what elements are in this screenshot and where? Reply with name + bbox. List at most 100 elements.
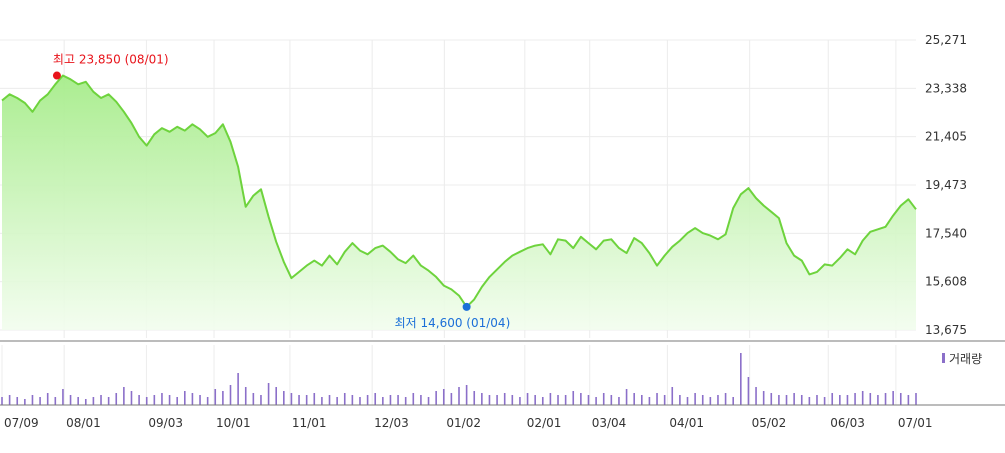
y-tick-label: 25,271 xyxy=(925,33,967,47)
volume-bar xyxy=(671,387,674,405)
volume-bar xyxy=(663,395,666,405)
volume-bar xyxy=(610,395,613,405)
volume-bar xyxy=(465,385,468,405)
x-tick-label: 04/01 xyxy=(669,416,704,430)
y-tick-label: 21,405 xyxy=(925,130,967,144)
volume-bar xyxy=(343,393,346,405)
volume-bar xyxy=(450,393,453,405)
volume-bar xyxy=(123,387,125,405)
x-tick-label: 07/09 xyxy=(4,416,39,430)
y-tick-label: 17,540 xyxy=(925,226,967,240)
volume-bar xyxy=(62,389,64,405)
volume-bar xyxy=(46,393,49,405)
volume-bar xyxy=(717,395,719,405)
volume-bar xyxy=(107,397,110,405)
volume-bar xyxy=(511,395,514,405)
volume-bar xyxy=(602,393,605,405)
volume-bar xyxy=(907,395,910,405)
volume-bar xyxy=(899,393,902,405)
volume-bar xyxy=(92,397,95,405)
price-line xyxy=(1,74,917,308)
volume-bar xyxy=(298,395,300,405)
volume-bar xyxy=(229,385,232,405)
volume-bar xyxy=(427,397,430,405)
volume-bar xyxy=(305,395,308,405)
volume-bar xyxy=(701,395,704,405)
x-tick-label: 02/01 xyxy=(527,416,562,430)
low-point-marker xyxy=(462,302,471,311)
volume-bar xyxy=(755,387,757,405)
volume-bar xyxy=(168,395,171,405)
volume-bar xyxy=(260,395,262,405)
volume-bar xyxy=(740,353,742,405)
high-point-label: 최고 23,850 (08/01) xyxy=(53,53,169,67)
volume-bar xyxy=(724,393,727,405)
volume-bar xyxy=(481,393,483,405)
volume-bar xyxy=(184,391,186,405)
volume-bar xyxy=(618,397,620,405)
volume-bars xyxy=(1,353,917,405)
volume-bar xyxy=(694,393,696,405)
volume-bar xyxy=(549,393,552,405)
low-point-label: 최저 14,600 (01/04) xyxy=(395,316,511,330)
volume-bar xyxy=(199,395,201,405)
volume-bar xyxy=(709,397,712,405)
volume-bar xyxy=(641,395,643,405)
volume-bar xyxy=(519,397,521,405)
volume-bar xyxy=(503,393,506,405)
y-tick-label: 15,608 xyxy=(925,275,967,289)
volume-bar xyxy=(313,393,316,405)
volume-bar xyxy=(762,391,765,405)
volume-bar xyxy=(473,391,476,405)
price-area xyxy=(2,75,916,330)
volume-bar xyxy=(39,397,41,405)
volume-bar xyxy=(732,397,734,405)
volume-bar xyxy=(564,395,567,405)
volume-bar xyxy=(1,397,3,405)
volume-bar xyxy=(16,397,19,405)
volume-bar xyxy=(656,393,658,405)
y-axis-ticks: 25,271 23,338 21,405 19,473 17,540 15,608 13,6… xyxy=(925,33,967,337)
volume-bar xyxy=(191,393,194,405)
volume-bar xyxy=(351,395,354,405)
volume-bar xyxy=(153,395,156,405)
volume-bar xyxy=(420,395,422,405)
volume-bar xyxy=(366,395,369,405)
volume-bar xyxy=(8,395,11,405)
volume-bar xyxy=(854,393,856,405)
volume-bar xyxy=(138,395,140,405)
volume-bar xyxy=(69,395,72,405)
volume-bar xyxy=(648,397,651,405)
volume-bar xyxy=(412,393,415,405)
volume-bar xyxy=(625,389,628,405)
volume-bar xyxy=(823,397,826,405)
volume-bar xyxy=(686,397,689,405)
volume-bar xyxy=(283,391,285,405)
volume-bar xyxy=(808,397,811,405)
volume-bar xyxy=(831,393,834,405)
x-tick-label: 10/01 xyxy=(216,416,251,430)
volume-bar xyxy=(275,387,277,405)
x-tick-label: 11/01 xyxy=(292,416,327,430)
volume-bar xyxy=(31,395,34,405)
volume-bar xyxy=(679,395,681,405)
volume-bar xyxy=(389,395,392,405)
volume-bar xyxy=(24,399,26,405)
volume-bar xyxy=(442,389,445,405)
volume-bar xyxy=(816,395,818,405)
x-tick-label: 09/03 xyxy=(148,416,183,430)
volume-bar xyxy=(488,395,491,405)
volume-bar xyxy=(892,391,894,405)
volume-bar xyxy=(877,395,879,405)
x-tick-label: 07/01 xyxy=(898,416,933,430)
volume-bar xyxy=(496,395,498,405)
volume-bar xyxy=(336,397,338,405)
volume-bar xyxy=(290,393,293,405)
x-tick-label: 08/01 xyxy=(66,416,101,430)
volume-bar xyxy=(206,397,209,405)
volume-bar xyxy=(77,397,79,405)
volume-bar xyxy=(526,393,529,405)
volume-bar xyxy=(252,393,255,405)
volume-bar xyxy=(397,395,399,405)
